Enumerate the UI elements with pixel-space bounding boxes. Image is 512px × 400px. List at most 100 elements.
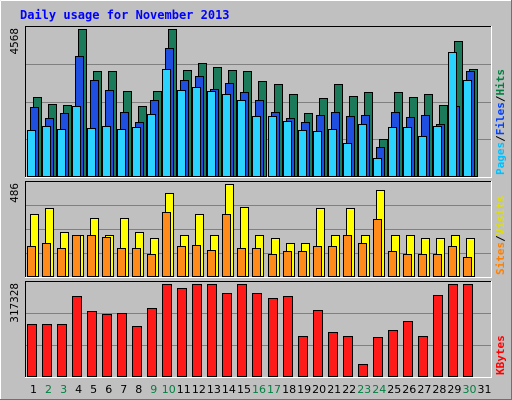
bar-kbytes-day-4 [72,296,82,377]
bar-kbytes-day-21 [328,332,338,377]
bar-sites-day-5 [87,235,96,277]
x-tick-label-day-15: 15 [237,383,251,396]
bar-pages-day-15 [237,100,246,177]
bar-kbytes-day-13 [207,284,217,377]
x-tick-label-day-13: 13 [207,383,221,396]
bar-sites-day-18 [283,251,292,277]
bar-sites-day-21 [328,246,337,277]
bar-sites-day-29 [448,246,457,277]
y-axis-max-label: 317328 [8,283,21,323]
panel-legend: Sites/Visits [494,196,507,276]
bar-pages-day-30 [463,80,472,177]
bar-kbytes-day-19 [298,336,308,377]
bar-sites-day-3 [57,248,66,277]
x-tick-label-day-2: 2 [45,383,52,396]
x-tick-label-day-20: 20 [312,383,326,396]
bar-kbytes-day-5 [87,311,97,377]
bar-kbytes-day-26 [403,321,413,377]
bar-pages-day-19 [298,130,307,177]
bar-kbytes-day-28 [433,295,443,377]
bar-sites-day-16 [252,248,261,277]
x-tick-label-day-26: 26 [402,383,416,396]
y-axis-max-label: 4568 [8,28,21,55]
bar-kbytes-day-1 [27,324,37,377]
bar-kbytes-day-10 [162,284,172,377]
bar-kbytes-day-8 [132,326,142,377]
bar-sites-day-22 [343,235,352,277]
x-tick-label-day-6: 6 [105,383,112,396]
bar-kbytes-day-14 [222,293,232,377]
bar-kbytes-day-27 [418,336,428,377]
bar-sites-day-14 [222,214,231,277]
bar-pages-day-1 [27,130,36,177]
bar-kbytes-day-23 [358,364,368,377]
bar-kbytes-day-9 [147,308,157,377]
legend-entry: / [494,135,507,142]
bar-pages-day-17 [268,116,277,177]
bar-pages-day-25 [388,127,397,177]
bar-kbytes-day-11 [177,288,187,377]
panel-bottom: 317328 KBytes [8,281,507,378]
bar-kbytes-day-30 [463,284,473,377]
x-tick-label-day-14: 14 [222,383,236,396]
bar-kbytes-day-12 [192,284,202,377]
bar-pages-day-27 [418,136,427,177]
x-tick-label-day-9: 9 [150,383,157,396]
panel-top: 4568 Pages/Files/Hits [8,26,507,178]
x-tick-label-day-31: 31 [478,383,492,396]
bar-sites-day-15 [237,248,246,277]
bar-pages-day-4 [72,106,81,177]
bar-sites-day-11 [177,246,186,277]
bar-kbytes-day-3 [57,324,67,377]
x-tick-label-day-10: 10 [162,383,176,396]
bar-kbytes-day-15 [237,284,247,377]
bar-sites-day-24 [373,219,382,277]
bar-sites-day-28 [433,254,442,277]
bar-pages-day-2 [42,126,51,177]
bar-pages-day-24 [373,158,382,177]
bar-pages-day-6 [102,126,111,177]
bar-sites-day-23 [358,243,367,277]
bar-pages-day-5 [87,128,96,177]
chart-panels: 4568Pages/Files/Hits486Sites/Visits31732… [8,26,507,378]
bar-sites-day-25 [388,251,397,277]
x-tick-label-day-3: 3 [60,383,67,396]
bar-kbytes-day-17 [268,298,278,377]
x-tick-label-day-24: 24 [372,383,386,396]
bar-kbytes-day-20 [313,310,323,377]
bar-kbytes-day-25 [388,330,398,377]
bar-pages-day-20 [313,131,322,177]
bar-kbytes-day-18 [283,296,293,377]
bar-sites-day-19 [298,251,307,277]
bar-sites-day-2 [42,243,51,277]
bar-sites-day-4 [72,235,81,277]
legend-entry: Visits [494,196,507,236]
bar-pages-day-22 [343,143,352,177]
bar-sites-day-30 [463,257,472,277]
bar-kbytes-day-24 [373,337,383,377]
bar-kbytes-day-7 [117,313,127,377]
x-tick-label-day-17: 17 [267,383,281,396]
bar-pages-day-26 [403,127,412,177]
bar-sites-day-1 [27,246,36,277]
bar-pages-day-11 [177,90,186,177]
legend-entry: Sites [494,242,507,275]
x-tick-label-day-29: 29 [447,383,461,396]
x-tick-label-day-16: 16 [252,383,266,396]
bar-sites-day-26 [403,254,412,277]
x-tick-label-day-27: 27 [417,383,431,396]
bar-pages-day-23 [358,124,367,177]
bar-kbytes-day-16 [252,293,262,377]
x-tick-label-day-11: 11 [177,383,191,396]
bar-sites-day-12 [192,245,201,277]
bar-kbytes-day-6 [102,314,112,377]
x-tick-label-day-25: 25 [387,383,401,396]
panel-legend: Pages/Files/Hits [494,69,507,175]
x-tick-label-day-23: 23 [357,383,371,396]
bar-pages-day-21 [328,129,337,177]
bar-pages-day-13 [207,91,216,177]
x-axis-day-labels: 1 2 3 4 5 6 7 8 9 10 11 12 13 14 15 16 17 18 19 20 21 22 23 24 2… [30,383,492,396]
bar-kbytes-day-22 [343,336,353,377]
x-tick-label-day-1: 1 [30,383,37,396]
